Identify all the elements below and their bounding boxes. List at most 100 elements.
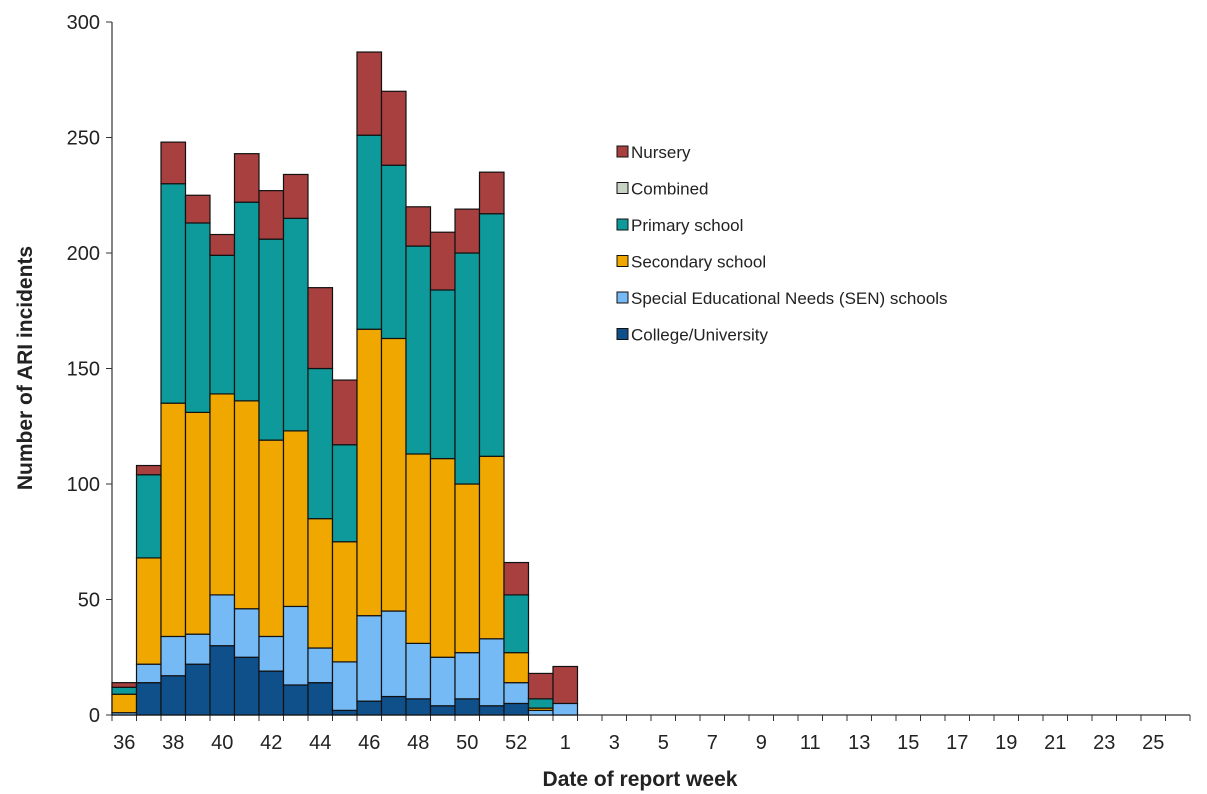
bar-segment (233, 201, 260, 402)
bar-segment (307, 682, 334, 716)
x-tick-label: 1 (560, 732, 571, 754)
y-tick-label: 0 (89, 705, 100, 727)
bar-segment (405, 453, 432, 644)
x-tick-label: 52 (505, 732, 527, 754)
x-tick-label: 15 (897, 732, 919, 754)
bar-segment (454, 483, 481, 654)
y-tick-label: 100 (67, 474, 100, 496)
bar-segment (282, 173, 309, 219)
x-tick-label: 40 (211, 732, 233, 754)
bar-segment (478, 213, 505, 457)
bar-segment (503, 682, 530, 705)
legend-label: Primary school (631, 216, 743, 235)
bar-segment (258, 238, 285, 441)
x-tick-label: 3 (609, 732, 620, 754)
bar-segment (111, 682, 138, 688)
x-tick-label: 5 (658, 732, 669, 754)
x-tick-label: 9 (756, 732, 767, 754)
bar-segment (209, 254, 236, 395)
bar-segment (282, 430, 309, 608)
x-tick-label: 25 (1142, 732, 1164, 754)
y-tick-label: 250 (67, 128, 100, 150)
bar-segment (209, 594, 236, 647)
bar-segment (307, 518, 334, 649)
bar-segment (209, 393, 236, 596)
bar-segment (135, 557, 162, 665)
bar-segment (503, 594, 530, 654)
bar-segment (307, 287, 334, 370)
bar-segment (503, 561, 530, 596)
bar-segment (282, 684, 309, 716)
bar-segment (478, 455, 505, 640)
bar-segment (380, 337, 407, 612)
x-axis-title: Date of report week (543, 768, 738, 791)
bar-segment (429, 231, 456, 291)
bar-segment (160, 183, 187, 404)
legend-label: Nursery (631, 143, 691, 162)
x-tick-label: 11 (800, 732, 821, 754)
bar-segment (184, 633, 211, 665)
bar-segment (160, 402, 187, 638)
bar-segment (356, 328, 383, 617)
bar-segment (405, 245, 432, 455)
legend-swatch (616, 291, 629, 304)
y-tick-label: 50 (78, 590, 100, 612)
bar-segment (478, 171, 505, 215)
bar-segment (160, 675, 187, 716)
x-tick-label: 42 (260, 732, 282, 754)
bar-segment (258, 635, 285, 672)
bar-segment (356, 700, 383, 716)
bar-segment (429, 289, 456, 460)
legend: Nursery Combined Primary school Secondary s… (616, 143, 948, 345)
bar-segment (331, 709, 358, 716)
legend-swatch (616, 328, 629, 340)
bar-segment (258, 439, 285, 638)
bar-segment (307, 367, 334, 520)
bar-segment (503, 702, 530, 716)
bar-segment (233, 608, 260, 658)
y-axis-title: Number of ARI incidents (14, 246, 37, 490)
x-tick-label: 13 (848, 732, 870, 754)
x-tick-label: 36 (113, 732, 135, 754)
y-tick-label: 150 (67, 359, 100, 381)
bar-segment (380, 90, 407, 166)
bar-segment (429, 705, 456, 716)
bar-segment (135, 464, 162, 476)
bar-segment (405, 642, 432, 700)
bar-segment (282, 217, 309, 432)
x-tick-label: 48 (407, 732, 429, 754)
bar-segment (184, 194, 211, 224)
bar-segment (380, 610, 407, 698)
x-tick-label: 50 (456, 732, 478, 754)
bar-segment (233, 153, 260, 203)
bar-segment (356, 615, 383, 702)
bar-segment (135, 663, 162, 684)
bar-segment (258, 670, 285, 716)
legend-swatch (616, 218, 629, 231)
bar-segment (552, 702, 579, 716)
bar-segment (478, 638, 505, 707)
bar-segment (503, 652, 530, 684)
bar-segment (454, 652, 481, 700)
bar-segment (282, 605, 309, 686)
x-tick-label: 7 (707, 732, 718, 754)
bar-segment (552, 665, 579, 705)
bar-segment (233, 656, 260, 716)
legend-label: Secondary school (631, 253, 766, 272)
legend-swatch (616, 145, 629, 158)
bar-segment (527, 709, 554, 716)
bar-segment (111, 693, 138, 714)
x-tick-label: 21 (1044, 732, 1066, 754)
bar-segment (209, 233, 236, 256)
bar-segment (454, 698, 481, 716)
bar-segment (380, 695, 407, 716)
legend-swatch (616, 255, 629, 267)
bar-segment (478, 705, 505, 716)
bar-segment (233, 400, 260, 610)
x-tick-label: 46 (358, 732, 380, 754)
bar-segment (111, 686, 138, 695)
bar-segment (331, 661, 358, 711)
bar-segment (160, 635, 187, 677)
bar-segment (405, 698, 432, 716)
bar-segment (160, 141, 187, 185)
